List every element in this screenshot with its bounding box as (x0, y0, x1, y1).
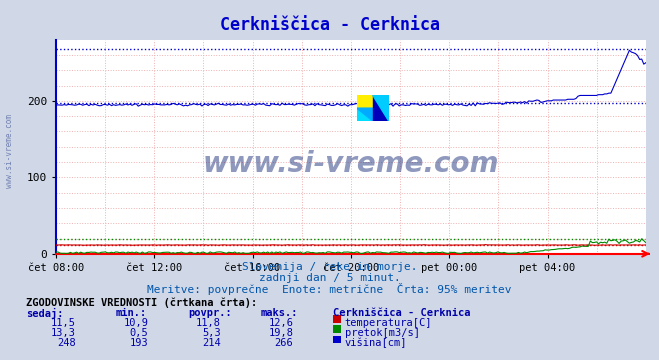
Text: višina[cm]: višina[cm] (345, 338, 407, 348)
Text: Cerkniščica - Cerknica: Cerkniščica - Cerknica (333, 308, 471, 318)
Text: min.:: min.: (115, 308, 146, 318)
Polygon shape (357, 95, 373, 108)
Text: 0,5: 0,5 (130, 328, 148, 338)
Text: 193: 193 (130, 338, 148, 348)
Text: 11,8: 11,8 (196, 318, 221, 328)
Text: www.si-vreme.com: www.si-vreme.com (5, 114, 14, 188)
Text: temperatura[C]: temperatura[C] (345, 318, 432, 328)
Text: 248: 248 (57, 338, 76, 348)
Text: 10,9: 10,9 (123, 318, 148, 328)
Text: sedaj:: sedaj: (26, 308, 64, 319)
Polygon shape (373, 95, 389, 121)
Text: 5,3: 5,3 (202, 328, 221, 338)
Polygon shape (357, 108, 373, 121)
Text: zadnji dan / 5 minut.: zadnji dan / 5 minut. (258, 273, 401, 283)
Text: 19,8: 19,8 (268, 328, 293, 338)
Polygon shape (373, 95, 389, 121)
Text: Slovenija / reke in morje.: Slovenija / reke in morje. (242, 262, 417, 272)
Text: 214: 214 (202, 338, 221, 348)
Text: povpr.:: povpr.: (188, 308, 231, 318)
Text: 11,5: 11,5 (51, 318, 76, 328)
Text: www.si-vreme.com: www.si-vreme.com (203, 150, 499, 178)
Text: Meritve: povprečne  Enote: metrične  Črta: 95% meritev: Meritve: povprečne Enote: metrične Črta:… (147, 283, 512, 295)
Text: pretok[m3/s]: pretok[m3/s] (345, 328, 420, 338)
Text: maks.:: maks.: (260, 308, 298, 318)
Text: 266: 266 (275, 338, 293, 348)
Polygon shape (357, 108, 373, 121)
Text: 13,3: 13,3 (51, 328, 76, 338)
Text: 12,6: 12,6 (268, 318, 293, 328)
Text: Cerkniščica - Cerknica: Cerkniščica - Cerknica (219, 16, 440, 34)
Text: ZGODOVINSKE VREDNOSTI (črtkana črta):: ZGODOVINSKE VREDNOSTI (črtkana črta): (26, 297, 258, 307)
